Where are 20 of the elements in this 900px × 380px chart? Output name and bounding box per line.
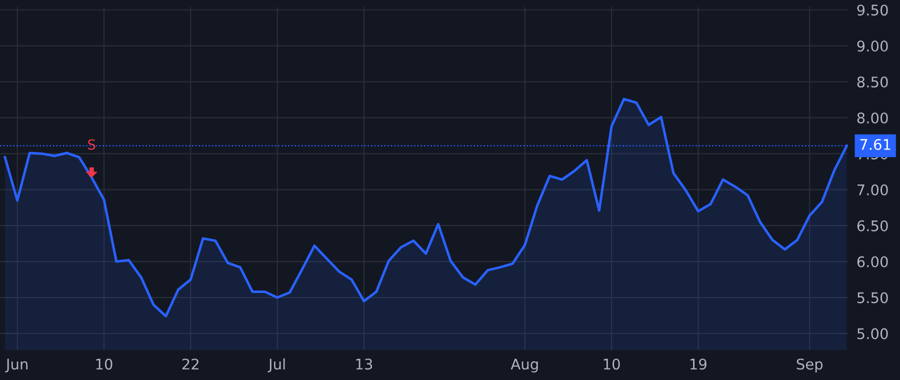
- y-tick-label: 8.00: [857, 112, 888, 124]
- y-tick-label: 8.50: [857, 76, 888, 88]
- x-tick-label: Aug: [510, 358, 538, 372]
- y-tick-label: 7.00: [858, 184, 888, 196]
- y-tick-label: 6.00: [857, 256, 888, 268]
- x-tick-label: 13: [356, 358, 372, 370]
- x-tick-label: 10: [604, 358, 620, 370]
- x-tick-label: Jul: [268, 358, 285, 372]
- y-tick-label: 9.50: [857, 4, 888, 16]
- y-tick-label: 9.00: [857, 40, 888, 52]
- ref-line-label: 7.61: [860, 138, 890, 150]
- x-tick-label: 10: [96, 358, 112, 370]
- y-tick-label: 6.50: [857, 220, 888, 232]
- annotation: S: [88, 139, 96, 150]
- x-tick-label: 19: [690, 358, 706, 370]
- x-tick-label: Sep: [796, 358, 823, 372]
- x-tick-label: Jun: [5, 358, 28, 372]
- y-tick-label: 5.50: [857, 292, 888, 304]
- x-tick-label: 22: [182, 358, 198, 370]
- y-tick-label: 5.00: [857, 328, 888, 340]
